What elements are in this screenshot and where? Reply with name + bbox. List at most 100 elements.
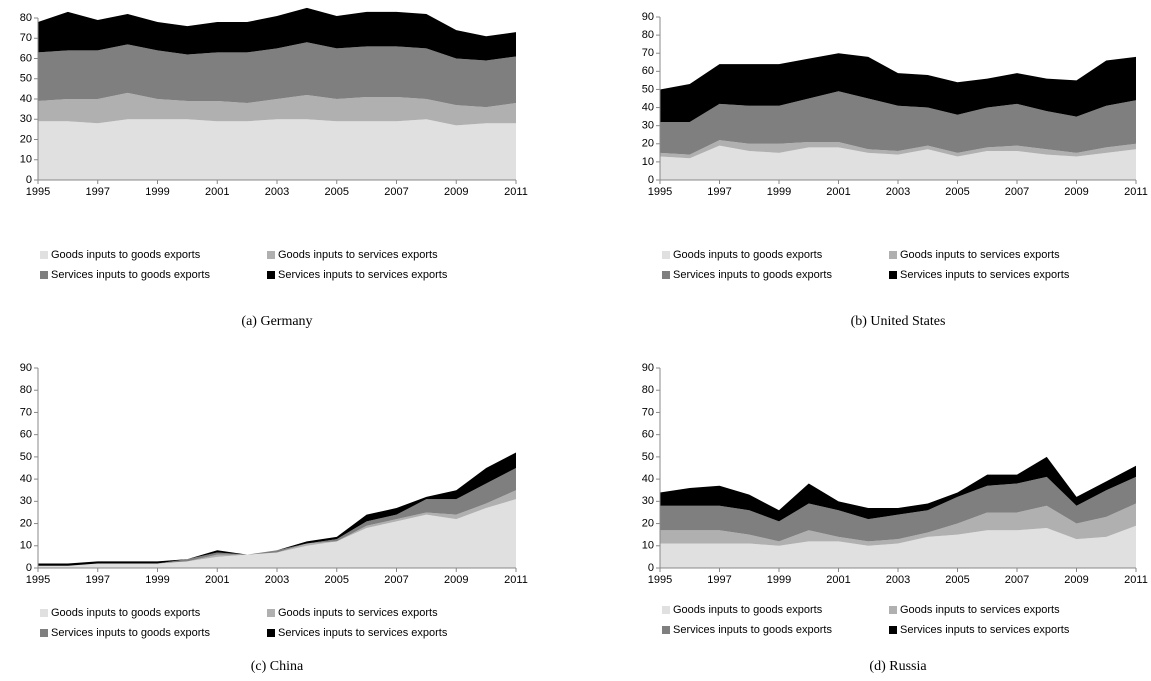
legend-swatch — [889, 626, 897, 634]
legend-swatch — [40, 609, 48, 617]
legend-label: Services inputs to goods exports — [673, 269, 832, 281]
x-tick-label: 2005 — [945, 186, 969, 198]
legend-label: Services inputs to goods exports — [51, 627, 210, 639]
y-tick-label: 40 — [642, 101, 654, 113]
area — [660, 140, 1136, 159]
legend-label: Goods inputs to goods exports — [673, 604, 823, 616]
area — [660, 53, 1136, 123]
legend-swatch — [267, 271, 275, 279]
y-tick-label: 30 — [20, 113, 32, 125]
legend-swatch — [267, 251, 275, 259]
x-tick-label: 2007 — [1005, 574, 1029, 586]
y-tick-label: 30 — [642, 120, 654, 132]
y-tick-label: 0 — [26, 562, 32, 574]
y-tick-label: 90 — [20, 362, 32, 374]
y-tick-label: 70 — [642, 47, 654, 59]
legend-swatch — [889, 271, 897, 279]
y-tick-label: 70 — [642, 406, 654, 418]
x-tick-label: 1997 — [707, 186, 731, 198]
y-tick-label: 60 — [20, 429, 32, 441]
y-tick-label: 70 — [20, 32, 32, 44]
area — [660, 91, 1136, 155]
caption: (a) Germany — [241, 314, 312, 329]
y-tick-label: 30 — [642, 495, 654, 507]
y-tick-label: 30 — [20, 495, 32, 507]
x-tick-label: 2001 — [826, 186, 850, 198]
y-tick-label: 20 — [642, 517, 654, 529]
x-tick-label: 1997 — [86, 574, 110, 586]
area — [660, 145, 1136, 180]
legend-swatch — [662, 251, 670, 259]
legend-label: Services inputs to services exports — [900, 269, 1070, 281]
x-tick-label: 2001 — [826, 574, 850, 586]
legend-swatch — [662, 606, 670, 614]
x-tick-label: 1995 — [648, 574, 672, 586]
area — [660, 476, 1136, 542]
legend-label: Goods inputs to goods exports — [673, 249, 823, 261]
y-tick-label: 90 — [642, 362, 654, 374]
x-tick-label: 2011 — [504, 574, 528, 586]
y-tick-label: 40 — [642, 473, 654, 485]
x-tick-label: 1999 — [767, 574, 791, 586]
y-tick-label: 10 — [20, 540, 32, 552]
x-tick-label: 2011 — [1124, 186, 1148, 198]
x-tick-label: 2007 — [384, 186, 408, 198]
y-tick-label: 60 — [642, 429, 654, 441]
y-tick-label: 50 — [20, 73, 32, 85]
area — [38, 499, 516, 568]
area — [660, 503, 1136, 546]
legend-label: Services inputs to services exports — [900, 624, 1070, 636]
x-tick-label: 1997 — [86, 186, 110, 198]
x-tick-label: 1995 — [648, 186, 672, 198]
legend-label: Goods inputs to goods exports — [51, 249, 201, 261]
x-tick-label: 2003 — [265, 574, 289, 586]
x-tick-label: 2011 — [504, 186, 528, 198]
y-tick-label: 80 — [20, 12, 32, 24]
area — [38, 42, 516, 108]
y-tick-label: 20 — [642, 138, 654, 150]
x-tick-label: 2005 — [325, 574, 349, 586]
x-tick-label: 1999 — [145, 186, 169, 198]
legend-label: Goods inputs to goods exports — [51, 607, 201, 619]
y-tick-label: 0 — [648, 562, 654, 574]
legend-swatch — [40, 251, 48, 259]
y-tick-label: 40 — [20, 93, 32, 105]
legend-label: Services inputs to services exports — [278, 269, 448, 281]
legend-swatch — [662, 626, 670, 634]
legend-label: Services inputs to services exports — [278, 627, 448, 639]
y-tick-label: 80 — [642, 384, 654, 396]
x-tick-label: 1999 — [767, 186, 791, 198]
x-tick-label: 2009 — [1064, 186, 1088, 198]
area — [38, 92, 516, 126]
legend-label: Goods inputs to services exports — [900, 249, 1060, 261]
legend-swatch — [267, 609, 275, 617]
y-tick-label: 90 — [642, 11, 654, 23]
caption: (d) Russia — [869, 659, 927, 674]
y-tick-label: 60 — [642, 65, 654, 77]
legend-swatch — [889, 606, 897, 614]
legend-label: Services inputs to goods exports — [51, 269, 210, 281]
legend-swatch — [40, 271, 48, 279]
y-tick-label: 80 — [20, 384, 32, 396]
x-tick-label: 2009 — [444, 574, 468, 586]
area — [660, 525, 1136, 568]
y-tick-label: 0 — [648, 174, 654, 186]
x-tick-label: 2001 — [205, 186, 229, 198]
area — [38, 7, 516, 61]
x-tick-label: 1999 — [145, 574, 169, 586]
x-tick-label: 2011 — [1124, 574, 1148, 586]
legend-label: Services inputs to goods exports — [673, 624, 832, 636]
x-tick-label: 1995 — [26, 574, 50, 586]
area — [38, 119, 516, 180]
x-tick-label: 2009 — [444, 186, 468, 198]
legend-swatch — [889, 251, 897, 259]
y-tick-label: 60 — [20, 52, 32, 64]
legend-swatch — [267, 629, 275, 637]
y-tick-label: 40 — [20, 473, 32, 485]
x-tick-label: 1995 — [26, 186, 50, 198]
legend-label: Goods inputs to services exports — [278, 607, 438, 619]
y-tick-label: 70 — [20, 406, 32, 418]
y-tick-label: 50 — [20, 451, 32, 463]
area — [660, 456, 1136, 522]
